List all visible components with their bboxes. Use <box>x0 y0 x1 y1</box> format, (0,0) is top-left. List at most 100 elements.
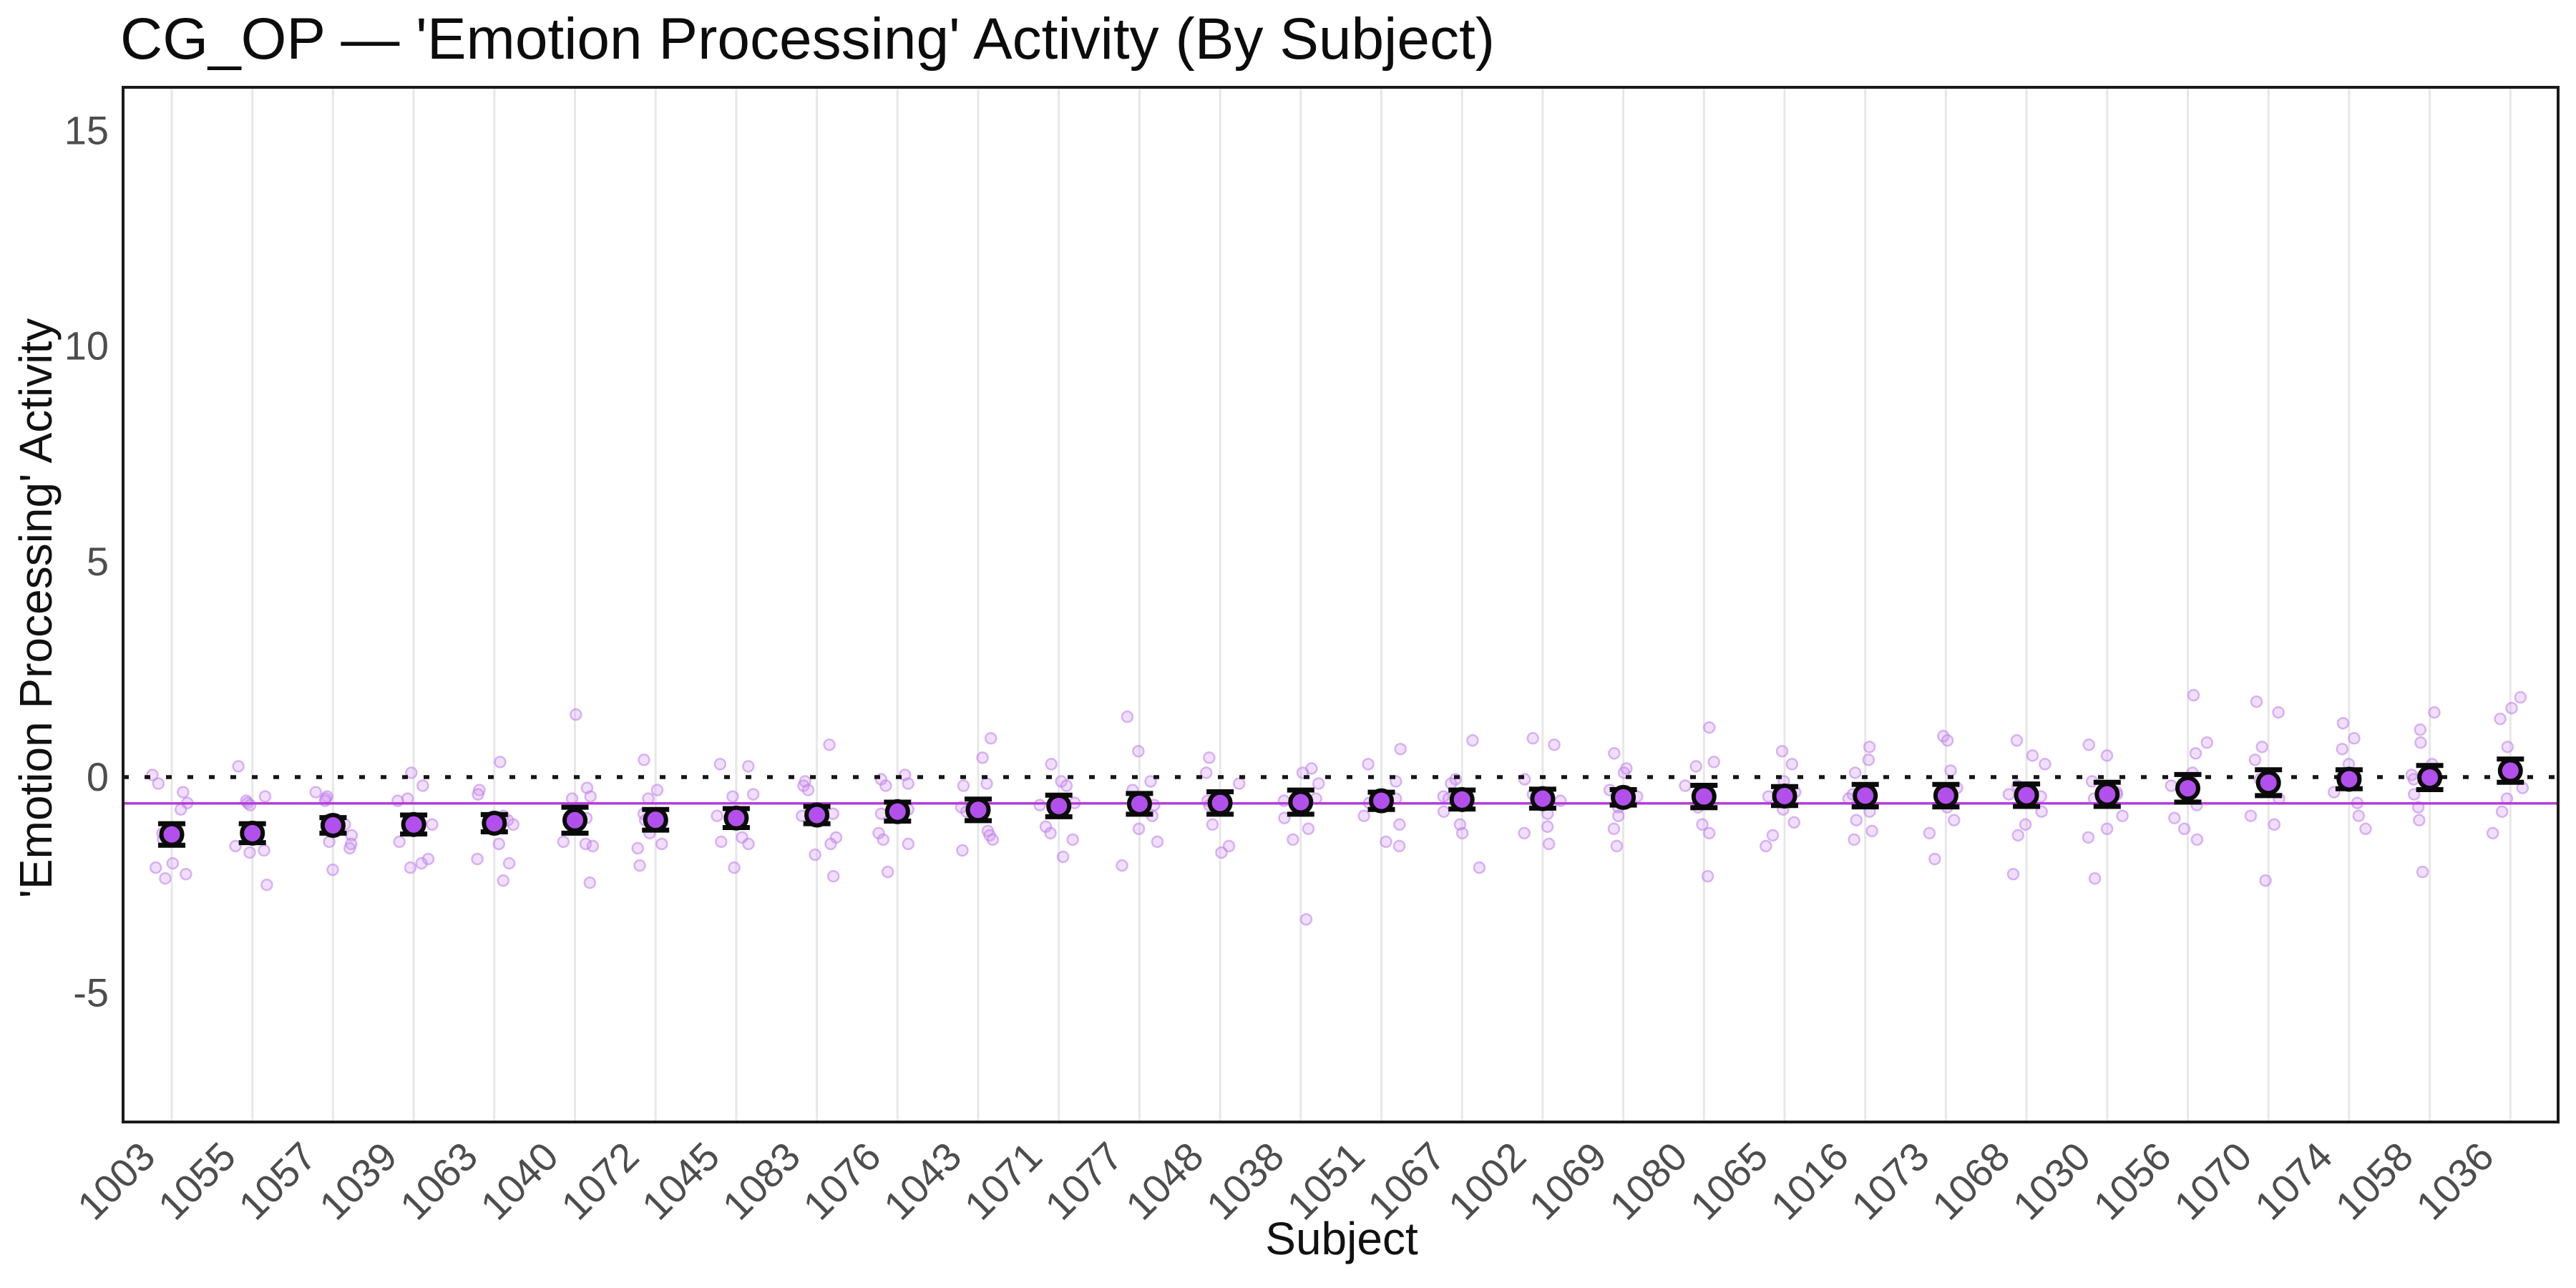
raw-data-point <box>1948 814 1961 826</box>
raw-data-point <box>980 777 993 790</box>
y-tick-label: 15 <box>64 107 109 152</box>
raw-data-point <box>309 786 323 799</box>
raw-data-point <box>2248 753 2262 766</box>
raw-data-point <box>229 839 242 853</box>
x-tick-label: 1071 <box>956 1133 1051 1229</box>
y-tick-label: 0 <box>87 754 109 799</box>
raw-data-point <box>976 751 989 764</box>
raw-data-point <box>2414 723 2427 736</box>
raw-data-point <box>1056 850 1070 864</box>
x-tick-label: 1043 <box>875 1133 970 1229</box>
x-tick-label: 1038 <box>1198 1133 1293 1229</box>
raw-data-point <box>1941 734 1954 747</box>
raw-data-point <box>1928 852 1941 866</box>
x-tick-label: 1083 <box>713 1133 809 1229</box>
x-tick-label: 1057 <box>230 1133 325 1229</box>
x-tick-label: 1058 <box>2326 1133 2421 1229</box>
y-tick-label: 5 <box>87 539 109 584</box>
raw-data-point <box>2336 716 2350 730</box>
raw-data-point <box>471 852 484 866</box>
x-tick-label: 1040 <box>472 1133 567 1229</box>
raw-data-point <box>2336 743 2349 756</box>
raw-data-point <box>1199 766 1213 779</box>
raw-data-point <box>404 861 417 874</box>
x-tick-label: 1068 <box>1923 1133 2019 1229</box>
raw-data-point <box>2505 701 2518 715</box>
raw-data-point <box>801 784 815 796</box>
raw-data-point <box>2244 809 2258 822</box>
raw-data-point <box>1299 913 1313 926</box>
raw-data-point <box>728 861 741 874</box>
subject-mean-point <box>1611 784 1636 810</box>
raw-data-point <box>1526 732 1540 745</box>
subject-mean-point <box>401 811 426 837</box>
subject-mean-point <box>2497 758 2523 784</box>
raw-data-point <box>1437 805 1450 818</box>
raw-data-point <box>393 835 406 849</box>
raw-data-point <box>1287 833 1299 847</box>
x-tick-label: 1073 <box>1843 1133 1938 1229</box>
raw-data-point <box>260 878 273 892</box>
x-tick-label: 1036 <box>2407 1133 2502 1229</box>
x-tick-label: 1056 <box>2084 1133 2180 1229</box>
subject-mean-point <box>723 805 749 831</box>
raw-data-point <box>1542 837 1556 851</box>
raw-data-point <box>2002 788 2016 801</box>
subject-mean-point <box>2255 770 2281 796</box>
raw-data-point <box>1862 753 1875 766</box>
subject-mean-point <box>240 820 265 846</box>
subject-mean-point <box>2336 766 2362 792</box>
raw-data-point <box>1766 829 1780 842</box>
raw-data-point <box>742 837 755 851</box>
panel-border <box>122 86 2560 1123</box>
x-tick-label: 1065 <box>1682 1133 1777 1229</box>
raw-data-point <box>405 766 418 779</box>
subject-mean-point <box>320 812 346 838</box>
subject-mean-point <box>1853 783 1878 809</box>
raw-data-point <box>1060 779 1073 792</box>
raw-data-point <box>1923 826 1936 840</box>
raw-data-point <box>655 837 668 851</box>
x-tick-label: 1080 <box>1601 1133 1696 1229</box>
subject-mean-point <box>1046 793 1072 819</box>
raw-data-point <box>1518 826 1531 840</box>
raw-data-point <box>177 786 190 799</box>
raw-data-point <box>2359 822 2372 836</box>
raw-data-point <box>2100 749 2114 762</box>
raw-data-point <box>583 876 597 889</box>
raw-data-point <box>1611 809 1625 822</box>
raw-data-point <box>1132 745 1145 758</box>
raw-data-point <box>1215 846 1228 859</box>
raw-data-point <box>258 790 272 803</box>
raw-data-point <box>2088 872 2102 885</box>
subject-mean-point <box>482 810 507 836</box>
raw-data-point <box>2272 706 2285 719</box>
y-tick-label: -5 <box>73 970 109 1015</box>
raw-data-point <box>2255 741 2268 753</box>
raw-data-point <box>1689 760 1702 773</box>
raw-data-point <box>570 708 582 721</box>
raw-data-point <box>902 777 914 790</box>
raw-data-point <box>711 809 723 822</box>
raw-data-point <box>957 779 970 792</box>
raw-data-point <box>1679 779 1692 792</box>
raw-data-point <box>726 790 739 803</box>
raw-data-point <box>1848 766 1862 779</box>
raw-data-point <box>472 788 484 801</box>
raw-data-point <box>879 779 892 792</box>
subject-mean-point <box>1933 783 1958 809</box>
raw-data-point <box>2082 738 2096 751</box>
raw-data-point <box>2010 734 2024 747</box>
raw-data-point <box>2165 779 2177 792</box>
subject-mean-point <box>1691 784 1717 809</box>
subject-mean-point <box>2094 781 2120 807</box>
raw-data-point <box>232 760 245 773</box>
raw-data-point <box>746 788 760 801</box>
raw-data-point <box>2177 822 2191 836</box>
raw-data-point <box>2100 822 2114 836</box>
raw-data-point <box>1044 826 1057 840</box>
raw-data-point <box>2352 809 2365 822</box>
raw-data-point <box>2011 829 2024 842</box>
subject-mean-point <box>1126 791 1152 816</box>
x-tick-label: 1067 <box>1359 1133 1454 1229</box>
